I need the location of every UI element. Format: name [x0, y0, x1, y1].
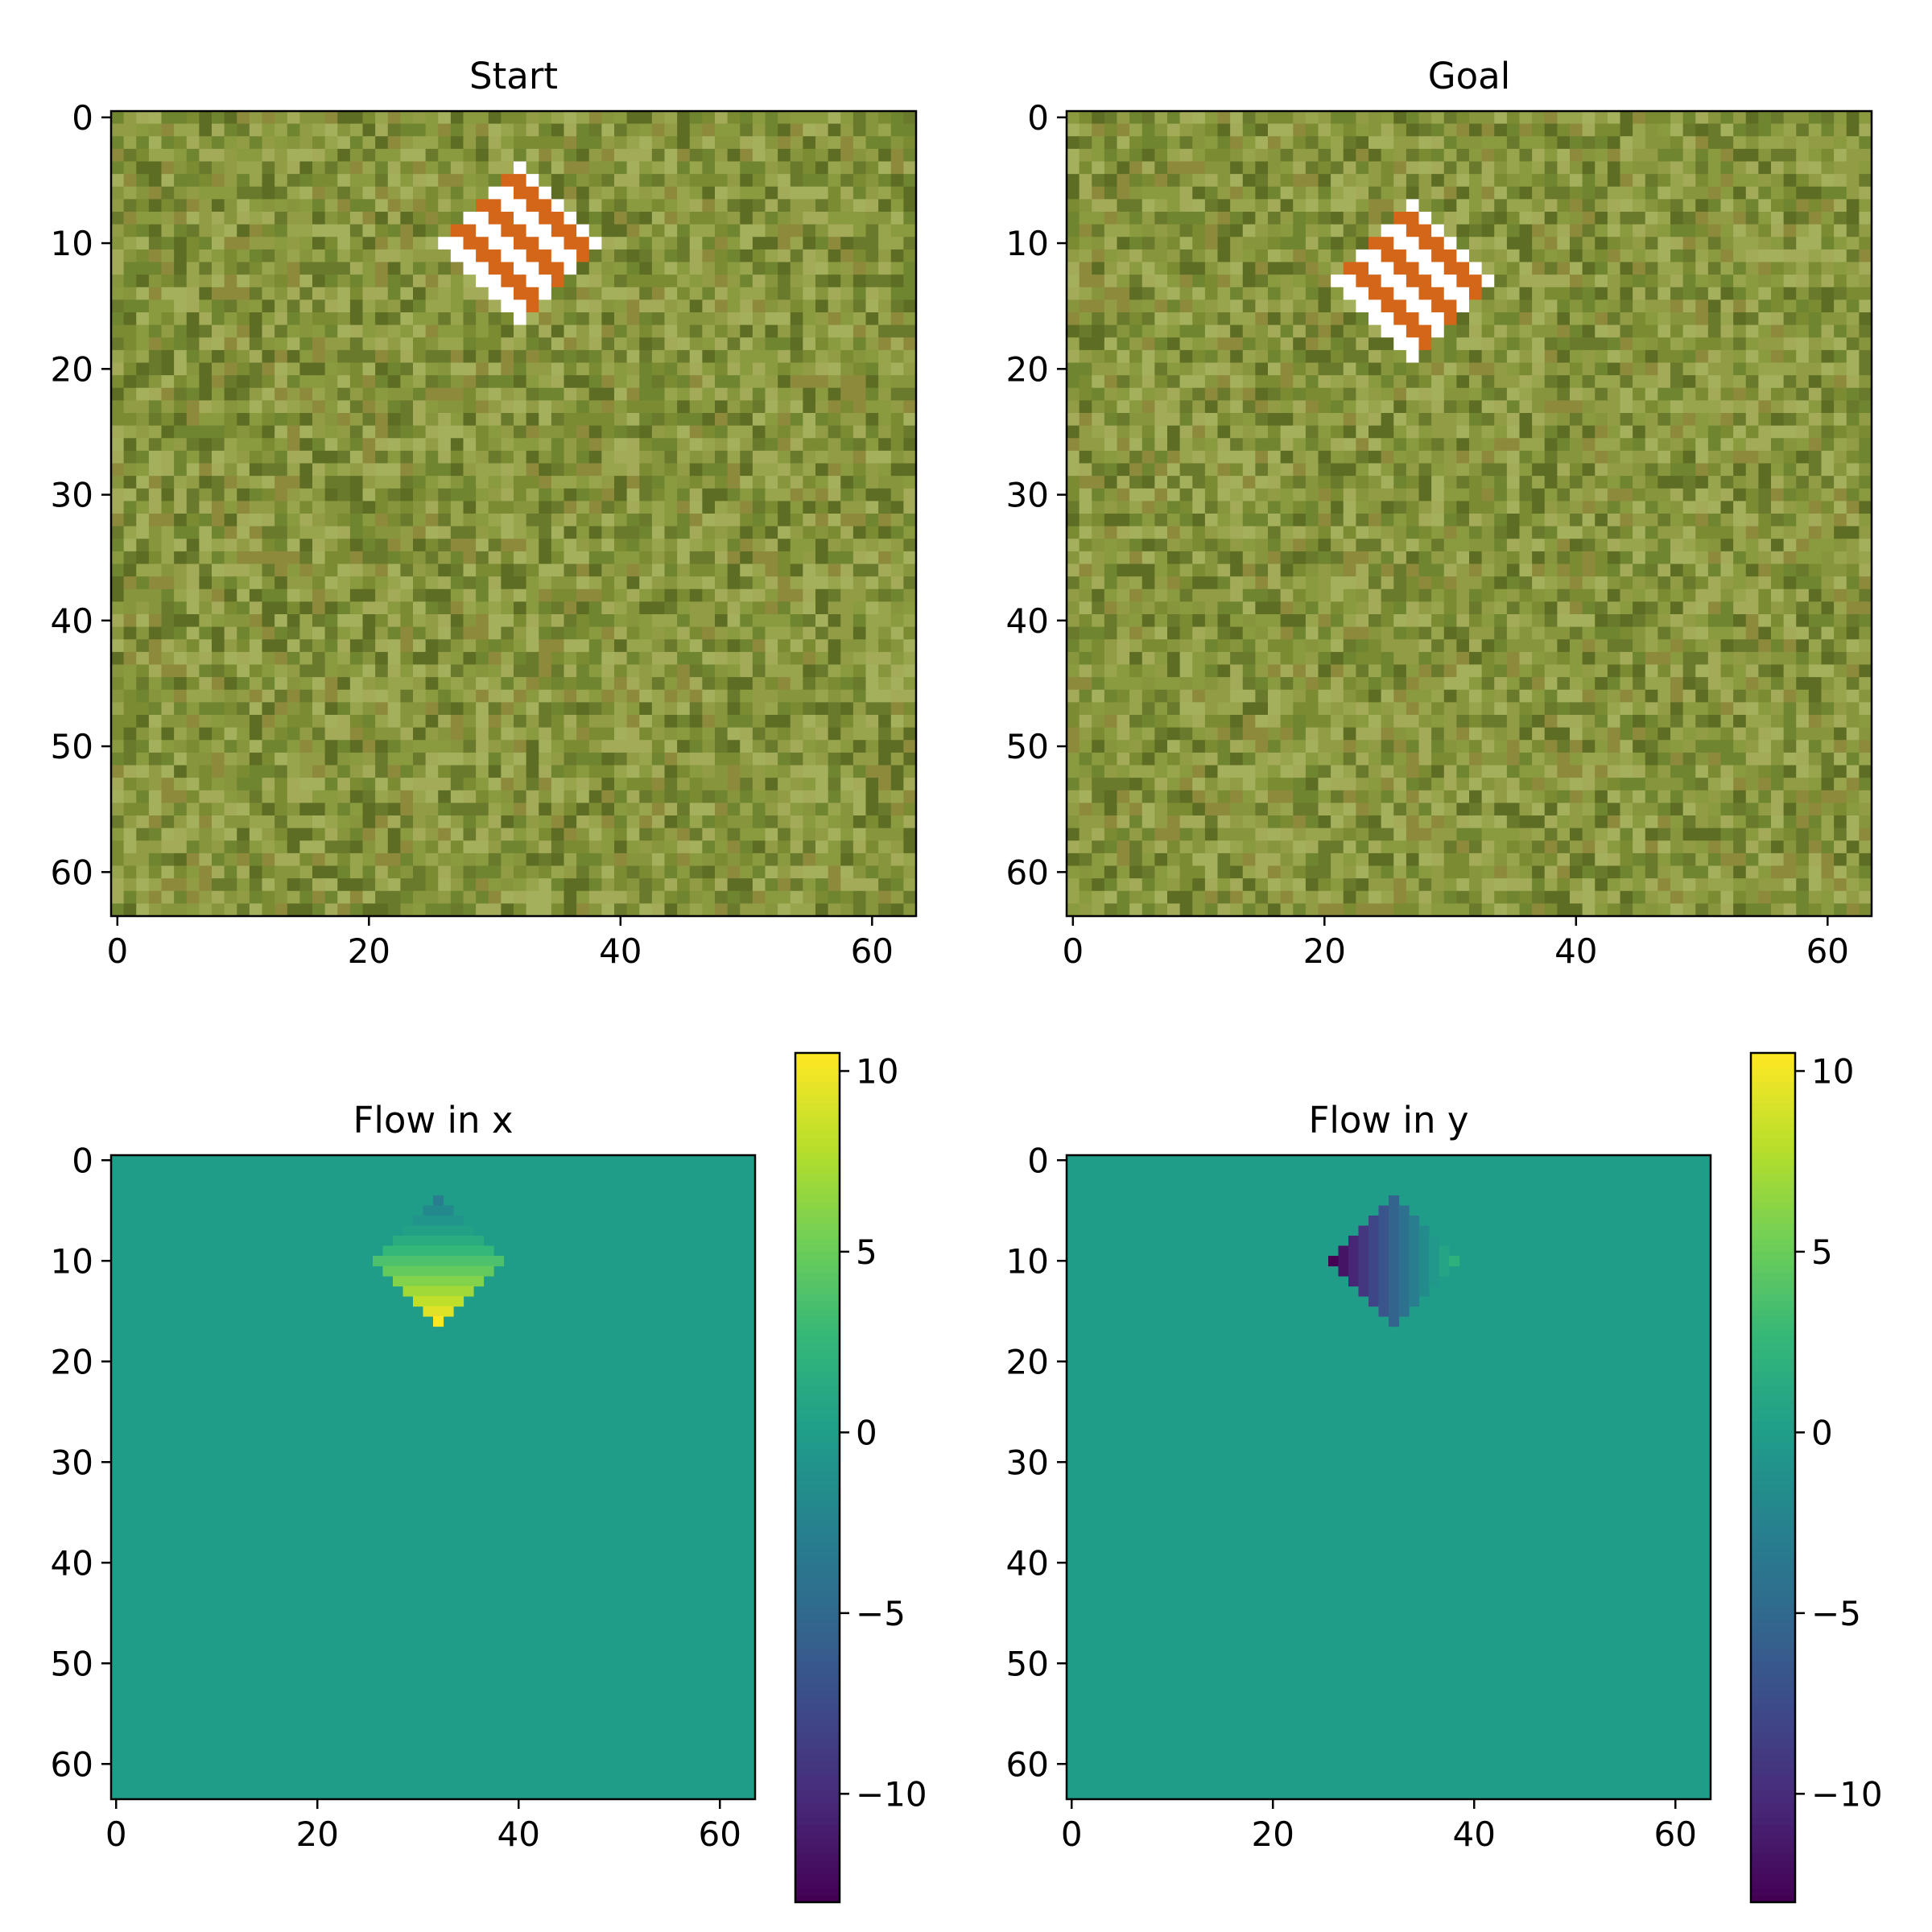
flow_y-ytick-label: 0: [1027, 1141, 1049, 1180]
flow_x-xtick-label: 60: [699, 1814, 741, 1854]
start-ytick-label: 60: [51, 852, 93, 892]
start-xtick-label: 20: [348, 931, 390, 971]
flow_x-colorbar-tick-label: −10: [856, 1774, 927, 1814]
start-image: [111, 111, 917, 917]
flow_x-xtick-label: 40: [497, 1814, 540, 1854]
goal-panel: Goal 0 20 40 60 0 10 20 30 40 50 60: [1006, 55, 1873, 971]
flow_y-title: Flow in y: [1309, 1099, 1469, 1141]
flow_x-xtick-label: 20: [296, 1814, 339, 1854]
flow_x-ytick-label: 20: [51, 1342, 93, 1381]
flow_y-xtick-label: 20: [1252, 1814, 1294, 1854]
start-title: Start: [469, 55, 558, 97]
start-ytick-label: 0: [72, 98, 93, 138]
goal-ytick-label: 60: [1006, 852, 1049, 892]
goal-xtick-label: 40: [1554, 931, 1597, 971]
flow_y-colorbar: 10 5 0 −5 −10: [1749, 1051, 1883, 1904]
flow_y-colorbar-tick-label: 5: [1811, 1232, 1833, 1272]
flow_y-ytick-label: 30: [1006, 1443, 1049, 1482]
start-ytick-label: 20: [51, 349, 93, 389]
flow_y-ytick-label: 50: [1006, 1644, 1049, 1683]
flow_x-title: Flow in x: [353, 1099, 514, 1141]
goal-xtick-label: 60: [1806, 931, 1849, 971]
flow_x-colorbar-tick-label: 10: [856, 1051, 898, 1091]
flow_y-ytick-label: 10: [1006, 1241, 1049, 1281]
start-xtick-label: 0: [106, 931, 128, 971]
goal-ytick-label: 20: [1006, 349, 1049, 389]
flow_x-ytick-label: 0: [72, 1141, 93, 1180]
flow_x-ytick-label: 10: [51, 1241, 93, 1281]
goal-xtick-label: 20: [1303, 931, 1346, 971]
flow_y-ytick-label: 60: [1006, 1744, 1049, 1784]
flow_y-colorbar-tick-label: −10: [1811, 1774, 1883, 1814]
goal-ytick-label: 30: [1006, 476, 1049, 515]
flow_y-ytick-label: 40: [1006, 1543, 1049, 1583]
flow_y-colorbar-tick-label: −5: [1811, 1594, 1861, 1633]
goal-xtick-label: 0: [1062, 931, 1084, 971]
flow_x-image: [111, 1155, 755, 1799]
goal-ytick-label: 50: [1006, 727, 1049, 766]
flow_x-colorbar-tick-label: 5: [856, 1232, 877, 1272]
start-xtick-label: 60: [851, 931, 894, 971]
flow_y-colorbar-tick-label: 0: [1811, 1413, 1833, 1452]
start-ytick-label: 50: [51, 727, 93, 766]
goal-axes-frame: [1065, 109, 1873, 918]
start-ytick-label: 10: [51, 224, 93, 263]
goal-ytick-label: 10: [1006, 224, 1049, 263]
start-axes-frame: [109, 109, 918, 918]
flow_y-xtick-label: 0: [1061, 1814, 1083, 1854]
start-xtick-label: 40: [599, 931, 642, 971]
start-ytick-label: 40: [51, 601, 93, 641]
flow_x-colorbar: 10 5 0 −5 −10: [794, 1051, 927, 1904]
flow_x-ytick-label: 50: [51, 1644, 93, 1683]
flow_y-colorbar-tick-label: 10: [1811, 1051, 1854, 1091]
flow_x-colorbar-tick-label: 0: [856, 1413, 877, 1452]
flow_y-xtick-label: 60: [1654, 1814, 1697, 1854]
flow_x-ytick-label: 30: [51, 1443, 93, 1482]
flow_x-colorbar-tick-label: −5: [856, 1594, 906, 1633]
flow_x-xtick-label: 0: [105, 1814, 127, 1854]
flow_y-ytick-label: 20: [1006, 1342, 1049, 1381]
flow_y-xtick-label: 40: [1453, 1814, 1496, 1854]
start-panel: Start 0 20 40 60 0 10 20 30 40 50 60: [51, 55, 918, 971]
flow_y-image: [1067, 1155, 1711, 1799]
flow_x-axes-frame: [109, 1154, 757, 1801]
flow_x-ytick-label: 60: [51, 1744, 93, 1784]
goal-ytick-label: 0: [1027, 98, 1049, 138]
goal-title: Goal: [1428, 55, 1510, 97]
flow_x-ytick-label: 40: [51, 1543, 93, 1583]
flow_y-axes-frame: [1065, 1154, 1712, 1801]
start-ytick-label: 30: [51, 476, 93, 515]
goal-image: [1067, 111, 1872, 917]
goal-ytick-label: 40: [1006, 601, 1049, 641]
